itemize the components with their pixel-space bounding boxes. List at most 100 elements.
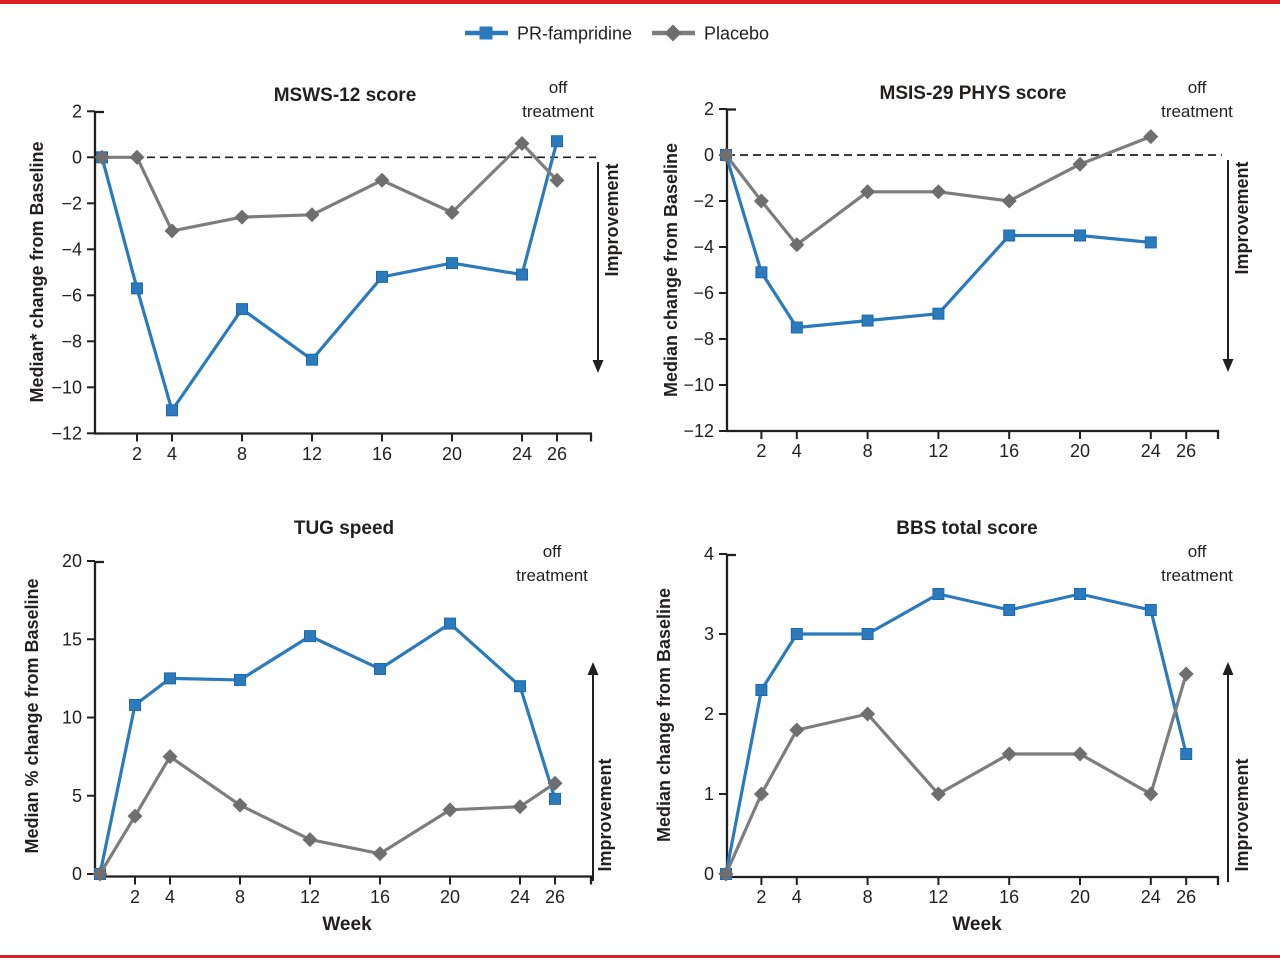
chart-0-ytick-label: 2 — [72, 101, 82, 121]
chart-1-xtick-label: 16 — [999, 441, 1019, 461]
data-point-diamond — [1143, 786, 1159, 802]
chart-3-xtick-label: 8 — [863, 887, 873, 907]
data-point-diamond — [162, 749, 178, 765]
data-point-diamond — [1001, 746, 1017, 762]
data-point-diamond — [514, 136, 530, 151]
chart-msis-29-phys: 20−2−4−6−8−10−122 4 8 12 16 20 24 26 MSIS-29 PH… — [661, 78, 1252, 461]
legend-square-marker-icon — [479, 26, 493, 40]
data-point-diamond — [304, 207, 320, 223]
bottom-red-rule — [0, 955, 1280, 958]
chart-3-series-placebo — [718, 666, 1194, 882]
chart-3-y-axis-label: Median change from Baseline — [654, 588, 674, 842]
chart-0-y-axis-label: Median* change from Baseline — [27, 141, 47, 402]
legend-label-pr-fampridine: PR-fampridine — [517, 24, 632, 44]
chart-1-series-placebo — [718, 129, 1159, 253]
chart-3-series-pr-fampridine — [720, 588, 1193, 880]
data-point-diamond — [789, 237, 805, 253]
data-point-diamond — [718, 147, 734, 163]
chart-0-improvement-arrow-icon — [592, 162, 604, 373]
data-point-diamond — [1072, 156, 1088, 172]
data-point-diamond — [512, 799, 528, 815]
chart-0-xtick-label: 16 — [372, 444, 392, 464]
data-point-square — [1003, 229, 1016, 242]
data-point-square — [514, 680, 526, 693]
chart-0-title: MSWS-12 score — [274, 85, 417, 106]
chart-2-improvement-arrow-icon — [587, 662, 599, 881]
chart-msws-12: 20−2−4−6−8−10−122 4 8 12 16 20 24 26 MSWS-12 sc… — [27, 78, 622, 464]
data-point-square — [374, 662, 386, 675]
chart-1-improvement-label: Improvement — [1232, 161, 1252, 274]
chart-2-series-pr-fampridine — [94, 617, 561, 880]
chart-1-y-axis-label: Median change from Baseline — [661, 143, 681, 397]
data-point-square — [790, 628, 803, 640]
chart-2-off-treatment-line1: off — [543, 542, 562, 561]
chart-2-x-axis-label: Week — [322, 914, 372, 935]
chart-2-xtick-label: 4 — [165, 887, 175, 907]
data-point-square — [755, 266, 768, 279]
chart-0-xtick-label: 12 — [302, 444, 322, 464]
data-point-diamond — [129, 149, 145, 165]
chart-3-xtick-label: 12 — [928, 887, 948, 907]
chart-1-off-treatment-line1: off — [1188, 78, 1207, 97]
chart-2-xtick-label: 24 — [510, 887, 530, 907]
data-point-square — [234, 673, 246, 686]
chart-1-title: MSIS-29 PHYS score — [880, 83, 1067, 104]
data-point-square — [444, 617, 456, 630]
chart-3-ytick-label: 3 — [704, 624, 714, 644]
data-point-diamond — [860, 184, 876, 200]
chart-2-xtick-label: 8 — [235, 887, 245, 907]
chart-0-xtick-label: 26 — [547, 444, 567, 464]
data-point-square — [551, 135, 563, 148]
chart-3-xtick-label: 26 — [1176, 887, 1196, 907]
chart-1-ytick-label: −8 — [693, 329, 714, 349]
chart-1-plot: 20−2−4−6−8−10−122 4 8 12 16 20 24 26 — [683, 99, 1234, 461]
chart-2-title: TUG speed — [294, 518, 394, 539]
data-point-square — [166, 404, 178, 417]
chart-2-xtick-label: 16 — [370, 887, 390, 907]
data-point-square — [861, 628, 874, 640]
chart-1-series-pr-fampridine — [720, 149, 1157, 334]
data-point-square — [755, 684, 768, 696]
legend-label-placebo: Placebo — [704, 24, 769, 44]
chart-0-xtick-label: 20 — [442, 444, 462, 464]
chart-0-ytick-label: −2 — [61, 193, 82, 213]
data-point-square — [131, 282, 143, 295]
chart-3-ytick-label: 2 — [704, 704, 714, 724]
data-point-diamond — [1072, 746, 1088, 762]
data-point-diamond — [753, 786, 769, 802]
chart-2-xtick-label: 12 — [300, 887, 320, 907]
data-point-square — [1074, 229, 1086, 242]
chart-0-ytick-label: −6 — [61, 285, 82, 305]
chart-3-off-treatment-line1: off — [1188, 542, 1207, 561]
chart-1-improvement-arrow-icon — [1222, 160, 1234, 372]
data-point-diamond — [92, 866, 108, 882]
chart-2-xtick-label: 20 — [440, 887, 460, 907]
data-point-diamond — [372, 846, 388, 862]
data-point-square — [1144, 604, 1157, 616]
chart-2-series-placebo — [92, 749, 563, 882]
data-point-diamond — [302, 832, 318, 848]
data-point-diamond — [1143, 129, 1159, 145]
chart-1-ytick-label: −2 — [693, 191, 714, 211]
chart-2-xtick-label: 2 — [130, 887, 140, 907]
chart-1-ytick-label: −12 — [683, 421, 714, 441]
chart-1-ytick-label: −6 — [693, 283, 714, 303]
chart-1-xtick-label: 26 — [1176, 441, 1196, 461]
data-point-diamond — [789, 722, 805, 738]
chart-0-xtick-label: 24 — [512, 444, 532, 464]
chart-0-ytick-label: −4 — [61, 239, 82, 259]
chart-0-xtick-label: 2 — [132, 444, 142, 464]
data-point-diamond — [127, 808, 143, 824]
chart-3-x-axis-label: Week — [952, 914, 1002, 935]
chart-2-improvement-label: Improvement — [595, 758, 615, 871]
data-point-square — [932, 307, 945, 320]
chart-2-ytick-label: 0 — [72, 864, 82, 884]
